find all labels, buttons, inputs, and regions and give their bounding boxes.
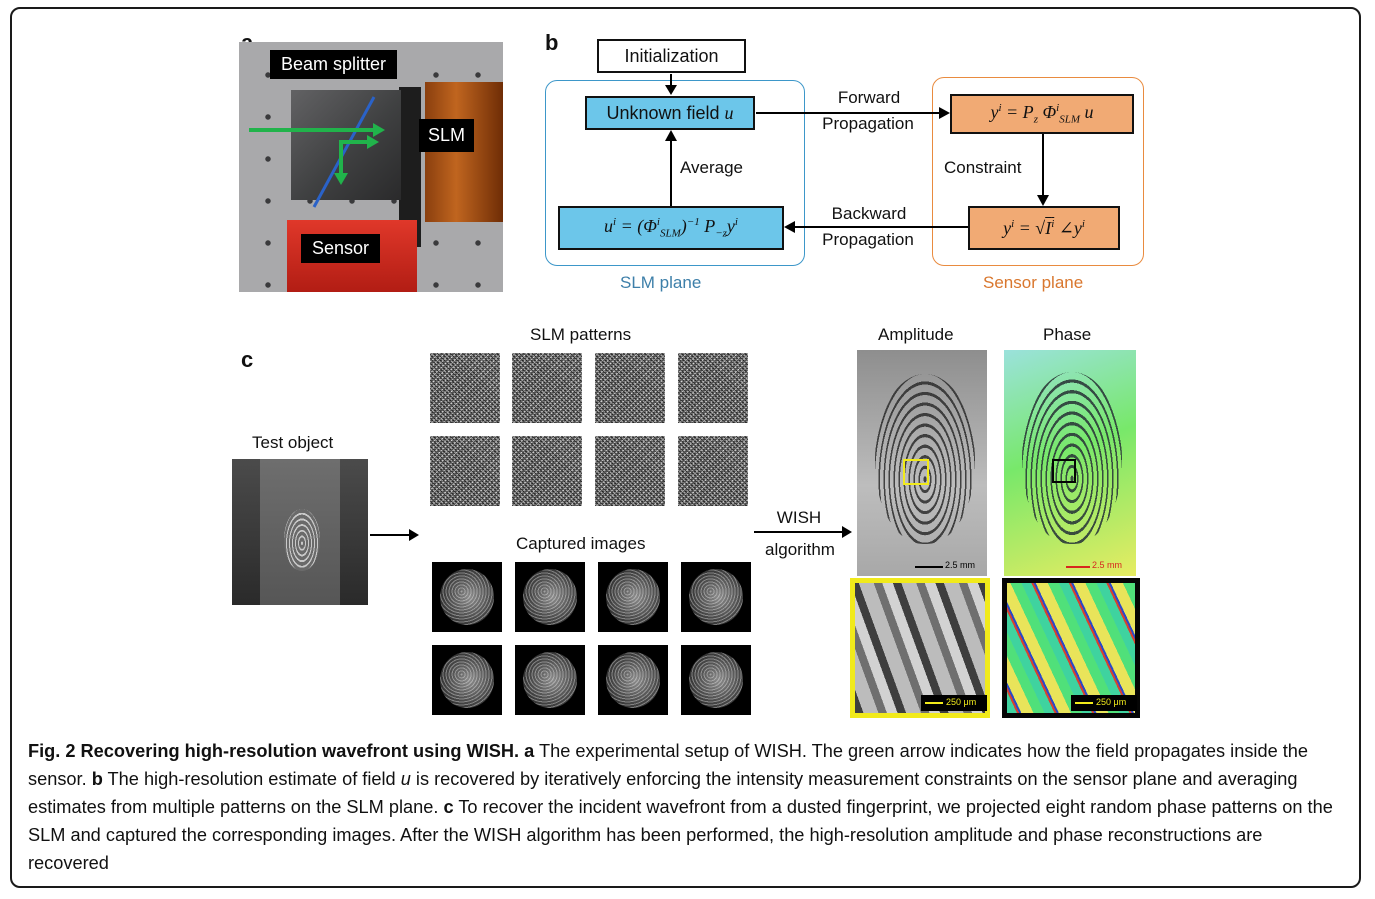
test-object-label: Test object [252, 433, 334, 452]
slm-label: SLM [419, 119, 475, 152]
sensor-plane-label: Sensor plane [983, 273, 1084, 292]
unknown-field-text: Unknown field u [606, 102, 734, 123]
captured-images-label: Captured images [516, 534, 646, 553]
panel-b-letter: b [545, 30, 559, 55]
caption-a-letter: a [524, 741, 535, 761]
amplitude-reconstruction: 2.5 mm [857, 350, 987, 576]
sensor-propagated-box: yi = Pz ΦiSLM u [950, 94, 1134, 134]
test-object-image [232, 459, 368, 605]
figure-caption: Fig. 2 Recovering high-resolution wavefr… [28, 737, 1348, 877]
average-label: Average [680, 158, 744, 177]
slm-estimate-equation: ui = (ΦiSLM)−1 P−zyi [604, 216, 738, 240]
phase-scalebar-line [1066, 566, 1090, 568]
captured-image-2 [515, 562, 585, 632]
caption-title: Fig. 2 Recovering high-resolution wavefr… [28, 741, 520, 761]
phase-zoom-box [1052, 459, 1076, 483]
phase-reconstruction: 2.5 mm [1004, 350, 1136, 576]
slm-estimate-box: ui = (ΦiSLM)−1 P−zyi [558, 206, 784, 250]
amplitude-inset-scale-bg [921, 695, 987, 711]
fingerprint-dust [284, 509, 320, 571]
splitter-diagonal [312, 96, 376, 208]
amplitude-scalebar-line [915, 566, 943, 568]
beam-splitter-label: Beam splitter [270, 50, 398, 79]
slm-pattern-8 [678, 436, 748, 506]
slm-patterns-label: SLM patterns [530, 325, 632, 344]
captured-image-8 [681, 645, 751, 715]
caption-b-text-2: is recovered by iteratively enforcing th… [28, 769, 1298, 817]
wish-arrow-head [842, 526, 852, 538]
backward-arrow-head [784, 221, 795, 233]
beam-splitter-cube [291, 90, 401, 200]
amplitude-zoom-inset: 250 μm [850, 578, 990, 718]
object-to-slm-arrow [370, 529, 419, 541]
forward-arrow-head [939, 107, 950, 119]
phase-label: Phase [1043, 325, 1092, 344]
forward-label-2: Propagation [822, 114, 914, 133]
unknown-field-box: Unknown field u [585, 96, 755, 130]
captured-image-1 [432, 562, 502, 632]
phase-fingerprint [1022, 372, 1122, 544]
captured-image-4 [681, 562, 751, 632]
slm-pattern-5 [430, 436, 500, 506]
flow-arrows [665, 74, 1049, 233]
slm-pattern-1 [430, 353, 500, 423]
amplitude-label: Amplitude [878, 325, 954, 344]
backward-label-2: Propagation [822, 230, 914, 249]
phase-inset-scale-line [1075, 702, 1093, 704]
phase-zoom-inset: 250 μm [1002, 578, 1140, 718]
slm-pattern-6 [512, 436, 582, 506]
slm-pattern-7 [595, 436, 665, 506]
setup-photo [239, 42, 503, 292]
captured-image-6 [515, 645, 585, 715]
phase-scalebar-text: 2.5 mm [1092, 560, 1123, 570]
arrow-head [409, 529, 419, 541]
forward-label-1: Forward [837, 88, 901, 107]
unknown-field-variable: u [724, 102, 734, 123]
green-arrow-head-right [373, 123, 385, 137]
algorithm-label: algorithm [765, 540, 835, 559]
wish-arrow [754, 526, 852, 538]
captured-image-5 [432, 645, 502, 715]
slm-pattern-4 [678, 353, 748, 423]
wish-label: WISH [776, 508, 822, 527]
sensor-label: Sensor [301, 234, 381, 263]
beam-path-overlay [249, 96, 385, 208]
sensor-propagated-equation: yi = Pz ΦiSLM u [990, 102, 1094, 126]
slm-plane-label: SLM plane [620, 273, 702, 292]
constraint-label: Constraint [944, 158, 1022, 177]
caption-c-letter: c [443, 797, 454, 817]
green-arrow-head-down [334, 173, 348, 185]
amplitude-inset-scale-text: 250 μm [946, 697, 977, 707]
panel-c-letter: c [241, 347, 254, 372]
green-arrow-head-return [367, 135, 379, 149]
amplitude-zoom-box [903, 459, 929, 485]
init-arrow-head [665, 85, 677, 95]
slm-mount [399, 87, 421, 247]
phase-inset-scale-bg [1071, 695, 1137, 711]
constraint-arrow-head [1037, 195, 1049, 206]
initialization-box: Initialization [597, 39, 746, 73]
backward-label-1: Backward [831, 204, 907, 223]
caption-a-text: The experimental setup of WISH. The gree… [28, 741, 1309, 789]
sensor-constraint-box: yi = √Ii ∠yi [968, 206, 1120, 250]
caption-b-variable: u [400, 769, 411, 789]
figure-frame [10, 7, 1361, 888]
captured-image-3 [598, 562, 668, 632]
slm-plane-region [545, 80, 805, 266]
amplitude-inset-scale-line [925, 702, 943, 704]
caption-c-text: To recover the incident wavefront from a… [28, 797, 1333, 873]
sensor-constraint-equation: yi = √Ii ∠yi [1003, 217, 1085, 238]
average-arrow-head [665, 130, 677, 141]
sensor-plane-region [932, 77, 1144, 266]
slm-pattern-3 [595, 353, 665, 423]
slm-flex-cable [425, 82, 503, 222]
caption-b-letter: b [91, 769, 103, 789]
slm-pattern-2 [512, 353, 582, 423]
phase-inset-scale-text: 250 μm [1096, 697, 1127, 707]
captured-image-7 [598, 645, 668, 715]
caption-b-text-1: The high-resolution estimate of field [102, 769, 401, 789]
amplitude-scalebar-text: 2.5 mm [945, 560, 976, 570]
